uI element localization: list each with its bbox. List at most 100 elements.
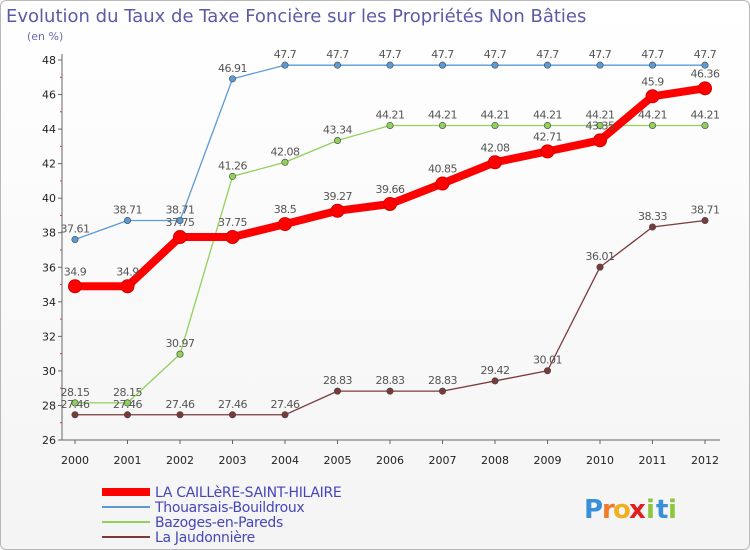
logo-letter: P	[584, 495, 603, 525]
data-point	[438, 121, 446, 129]
data-point	[173, 230, 187, 245]
data-label: 34.9	[64, 265, 87, 278]
x-tick-label: 2011	[639, 454, 667, 467]
data-point	[229, 75, 237, 83]
data-label: 39.27	[323, 190, 352, 203]
data-label: 42.08	[271, 145, 300, 158]
data-point	[701, 61, 709, 69]
data-label: 47.7	[379, 48, 402, 61]
data-label: 30.01	[533, 354, 562, 367]
y-tick-label: 26	[42, 434, 56, 447]
data-point	[281, 61, 289, 69]
data-point	[540, 144, 555, 159]
data-point	[281, 158, 289, 166]
data-point	[333, 136, 341, 144]
data-point	[120, 279, 135, 294]
data-point	[596, 263, 604, 271]
data-label: 47.7	[484, 48, 507, 61]
data-point	[543, 121, 551, 129]
data-point	[648, 223, 656, 231]
x-tick-label: 2002	[166, 454, 194, 467]
data-label: 46.91	[218, 62, 247, 75]
logo-letter: i	[646, 495, 655, 525]
data-point	[386, 61, 394, 69]
series-2	[71, 121, 709, 407]
series-3	[71, 216, 709, 419]
data-point	[278, 217, 292, 232]
data-label: 44.21	[481, 108, 510, 121]
data-point	[701, 216, 709, 224]
legend-label: Thouarsais-Bouildroux	[154, 500, 304, 516]
data-point	[68, 279, 82, 294]
data-label: 47.7	[694, 48, 717, 61]
data-label: 37.75	[166, 216, 195, 229]
y-tick-label: 28	[42, 399, 56, 412]
data-point	[596, 121, 604, 129]
data-point	[701, 121, 709, 129]
data-label: 44.21	[428, 108, 457, 121]
data-point	[383, 197, 397, 212]
data-label: 42.08	[481, 141, 510, 154]
legend: LA CAILLèRE-SAINT-HILAIREThouarsais-Boui…	[102, 485, 342, 546]
x-tick-label: 2009	[534, 454, 562, 467]
data-label: 28.15	[113, 386, 142, 399]
data-point	[491, 121, 499, 129]
data-label: 28.83	[323, 374, 352, 387]
data-point	[176, 216, 184, 224]
data-label: 27.46	[166, 398, 195, 411]
legend-label: Bazoges-en-Pareds	[155, 515, 283, 531]
data-point	[333, 387, 341, 395]
data-label: 46.36	[691, 67, 720, 80]
y-axis-label: (en %)	[27, 30, 63, 43]
y-tick-label: 40	[42, 192, 56, 205]
series-layer	[68, 61, 712, 419]
legend-label: LA CAILLèRE-SAINT-HILAIRE	[155, 485, 341, 501]
data-point	[333, 61, 341, 69]
logo-letter: r	[602, 495, 615, 525]
logo-letter: i	[668, 495, 677, 525]
data-point	[124, 399, 132, 407]
data-label: 47.7	[431, 48, 454, 61]
data-label: 47.7	[274, 48, 297, 61]
data-point	[176, 350, 184, 358]
data-label: 41.26	[218, 159, 247, 172]
data-label: 27.46	[61, 398, 90, 411]
data-point	[648, 61, 656, 69]
data-label: 45.9	[641, 75, 664, 88]
data-point	[386, 387, 394, 395]
y-tick-label: 42	[42, 158, 56, 171]
data-point	[225, 230, 240, 245]
y-tick-label: 38	[42, 227, 56, 240]
x-tick-label: 2007	[429, 454, 457, 467]
data-label: 28.15	[61, 386, 90, 399]
y-tick-label: 46	[42, 89, 56, 102]
y-tick-label: 30	[42, 365, 56, 378]
data-label: 43.34	[323, 123, 352, 136]
data-label: 27.46	[218, 398, 247, 411]
data-point	[648, 121, 656, 129]
x-tick-label: 2001	[114, 454, 142, 467]
data-label: 30.97	[166, 337, 195, 350]
data-point	[543, 367, 551, 375]
data-label: 34.9	[116, 265, 139, 278]
data-point	[330, 203, 345, 218]
data-label: 43.35	[586, 119, 615, 132]
data-label: 28.83	[376, 374, 405, 387]
data-label: 27.46	[113, 398, 142, 411]
data-point	[645, 89, 660, 104]
data-label: 37.61	[61, 222, 90, 235]
logo-letter: o	[613, 495, 631, 525]
data-label: 39.66	[376, 183, 405, 196]
y-tick-label: 34	[42, 296, 56, 309]
data-labels: 37.61 38.71 38.71 46.91 47.7 47.7 47.7 47.7 47.7…	[61, 48, 721, 411]
x-tick-label: 2008	[481, 454, 509, 467]
data-label: 44.21	[533, 108, 562, 121]
data-label: 42.71	[533, 130, 562, 143]
data-point	[281, 411, 289, 419]
data-point	[124, 411, 132, 419]
data-point	[488, 155, 502, 170]
data-point	[698, 81, 712, 96]
series-line	[74, 124, 706, 404]
